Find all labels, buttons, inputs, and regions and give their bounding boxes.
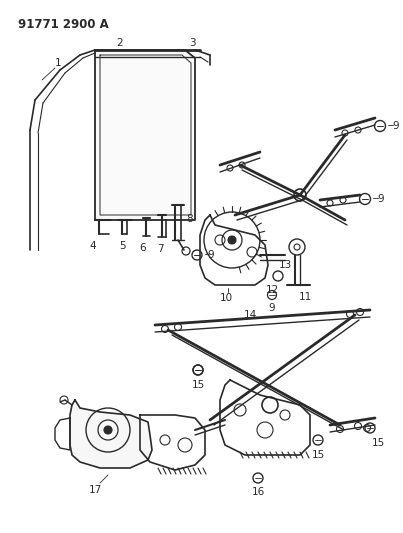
Text: 9: 9 xyxy=(378,194,384,204)
Text: 1: 1 xyxy=(55,58,61,68)
Text: 5: 5 xyxy=(120,241,126,251)
Text: 2: 2 xyxy=(117,38,123,48)
Text: 6: 6 xyxy=(140,243,146,253)
Polygon shape xyxy=(95,50,195,220)
Text: 91771 2900 A: 91771 2900 A xyxy=(18,18,109,31)
Circle shape xyxy=(228,236,236,244)
Text: 7: 7 xyxy=(157,244,163,254)
Text: 13: 13 xyxy=(278,260,292,270)
Text: 15: 15 xyxy=(312,450,325,460)
Text: 8: 8 xyxy=(187,214,193,224)
Text: 3: 3 xyxy=(189,38,195,48)
Text: 16: 16 xyxy=(251,487,265,497)
Text: 9: 9 xyxy=(393,121,399,131)
Text: 14: 14 xyxy=(243,310,257,320)
Text: 9: 9 xyxy=(208,250,214,260)
Text: 17: 17 xyxy=(88,485,102,495)
Text: 15: 15 xyxy=(372,438,384,448)
Text: 15: 15 xyxy=(191,380,205,390)
Circle shape xyxy=(104,426,112,434)
Text: 11: 11 xyxy=(298,292,312,302)
Polygon shape xyxy=(70,400,152,468)
Text: 9: 9 xyxy=(269,303,275,313)
Text: 12: 12 xyxy=(265,285,278,295)
Text: 10: 10 xyxy=(220,293,233,303)
Text: 4: 4 xyxy=(90,241,96,251)
